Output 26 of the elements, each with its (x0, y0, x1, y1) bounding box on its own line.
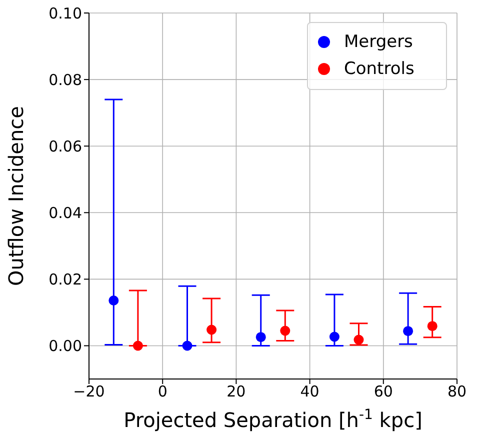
point (132, 340, 143, 351)
x-tick-label: 80 (447, 382, 467, 401)
y-tick-label: 0.00 (48, 337, 82, 356)
y-tick-label: 0.04 (48, 204, 82, 222)
point (280, 326, 290, 336)
legend-label: Controls (344, 59, 414, 79)
point (182, 340, 192, 351)
point (256, 332, 266, 342)
point (354, 334, 364, 345)
point (206, 324, 217, 335)
x-tick-label: −20 (73, 382, 105, 401)
point (108, 295, 119, 306)
legend-label: Mergers (344, 32, 413, 52)
x-axis-title: Projected Separation [h$^{-1}$ kpc] (124, 407, 422, 432)
x-tick-label: 60 (374, 382, 393, 401)
y-tick-label: 0.08 (48, 70, 82, 89)
y-tick-label: 0.10 (48, 4, 82, 22)
y-axis-title: Outflow Incidence (4, 106, 28, 286)
x-tick-label: 20 (226, 382, 246, 401)
point (427, 321, 438, 332)
point (329, 332, 340, 342)
y-tick-label: 0.06 (48, 137, 82, 156)
x-tick-label: 40 (300, 382, 320, 401)
y-tick-label: 0.02 (48, 270, 82, 289)
x-tick-label: 0 (158, 382, 168, 401)
point (403, 326, 414, 336)
